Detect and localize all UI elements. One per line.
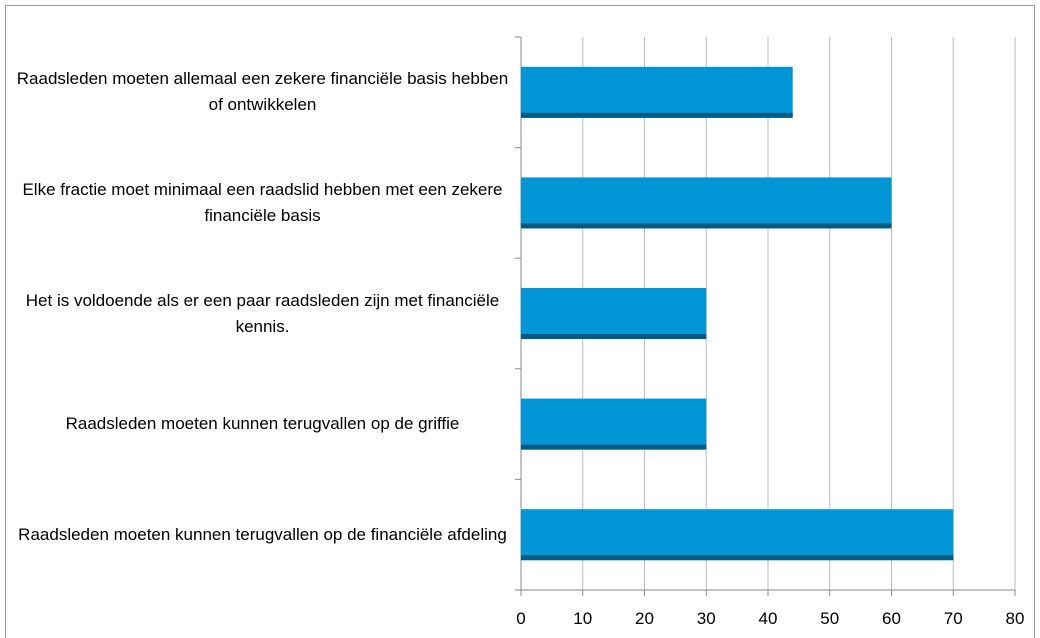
category-label-wrap: Elke fractie moet minimaal een raadslid … <box>15 158 510 248</box>
bar-shadow <box>521 555 954 561</box>
x-tick-label: 30 <box>697 609 716 628</box>
bar-face <box>521 509 954 561</box>
bar <box>521 288 707 339</box>
bar <box>521 177 892 229</box>
category-label-box: Het is voldoende als er een paar raadsle… <box>15 269 510 359</box>
category-label-wrap: Raadsleden moeten kunnen terugvallen op … <box>15 490 510 580</box>
category-label-box: Raadsleden moeten kunnen terugvallen op … <box>15 379 510 469</box>
x-tick-label: 60 <box>882 609 901 628</box>
x-tick-label: 40 <box>759 609 778 628</box>
x-tick-label: 0 <box>516 609 525 628</box>
category-label-box: Raadsleden moeten kunnen terugvallen op … <box>15 490 510 580</box>
category-label-wrap: Het is voldoende als er een paar raadsle… <box>15 269 510 359</box>
bar-shadow <box>521 112 793 118</box>
bar <box>521 509 954 561</box>
y-tick-label: Elke fractie moet minimaal een raadslid … <box>22 179 503 225</box>
bar-shadow <box>521 334 707 339</box>
category-label-box: Elke fractie moet minimaal een raadslid … <box>15 158 510 248</box>
bar-face <box>521 177 892 229</box>
category-label-wrap: Raadsleden moeten kunnen terugvallen op … <box>15 379 510 469</box>
y-tick-label: Het is voldoende als er een paar raadsle… <box>25 290 500 336</box>
category-label-box: Raadsleden moeten allemaal een zekere fi… <box>15 47 510 137</box>
bar-shadow <box>521 223 892 229</box>
y-tick-label: Raadsleden moeten allemaal een zekere fi… <box>16 69 509 115</box>
x-tick-label: 50 <box>820 609 839 628</box>
x-tick-label: 80 <box>1006 609 1025 628</box>
bar-shadow <box>521 444 707 450</box>
bar-face <box>521 66 793 118</box>
category-label-wrap: Raadsleden moeten allemaal een zekere fi… <box>15 47 510 137</box>
x-tick-label: 20 <box>635 609 654 628</box>
x-tick-label: 10 <box>573 609 592 628</box>
y-tick-label: Raadsleden moeten kunnen terugvallen op … <box>18 524 507 544</box>
x-tick-label: 70 <box>944 609 963 628</box>
bar-face <box>521 398 707 450</box>
bar <box>521 66 793 118</box>
bar <box>521 398 707 450</box>
bar-face <box>521 288 707 339</box>
y-tick-label: Raadsleden moeten kunnen terugvallen op … <box>65 414 460 434</box>
